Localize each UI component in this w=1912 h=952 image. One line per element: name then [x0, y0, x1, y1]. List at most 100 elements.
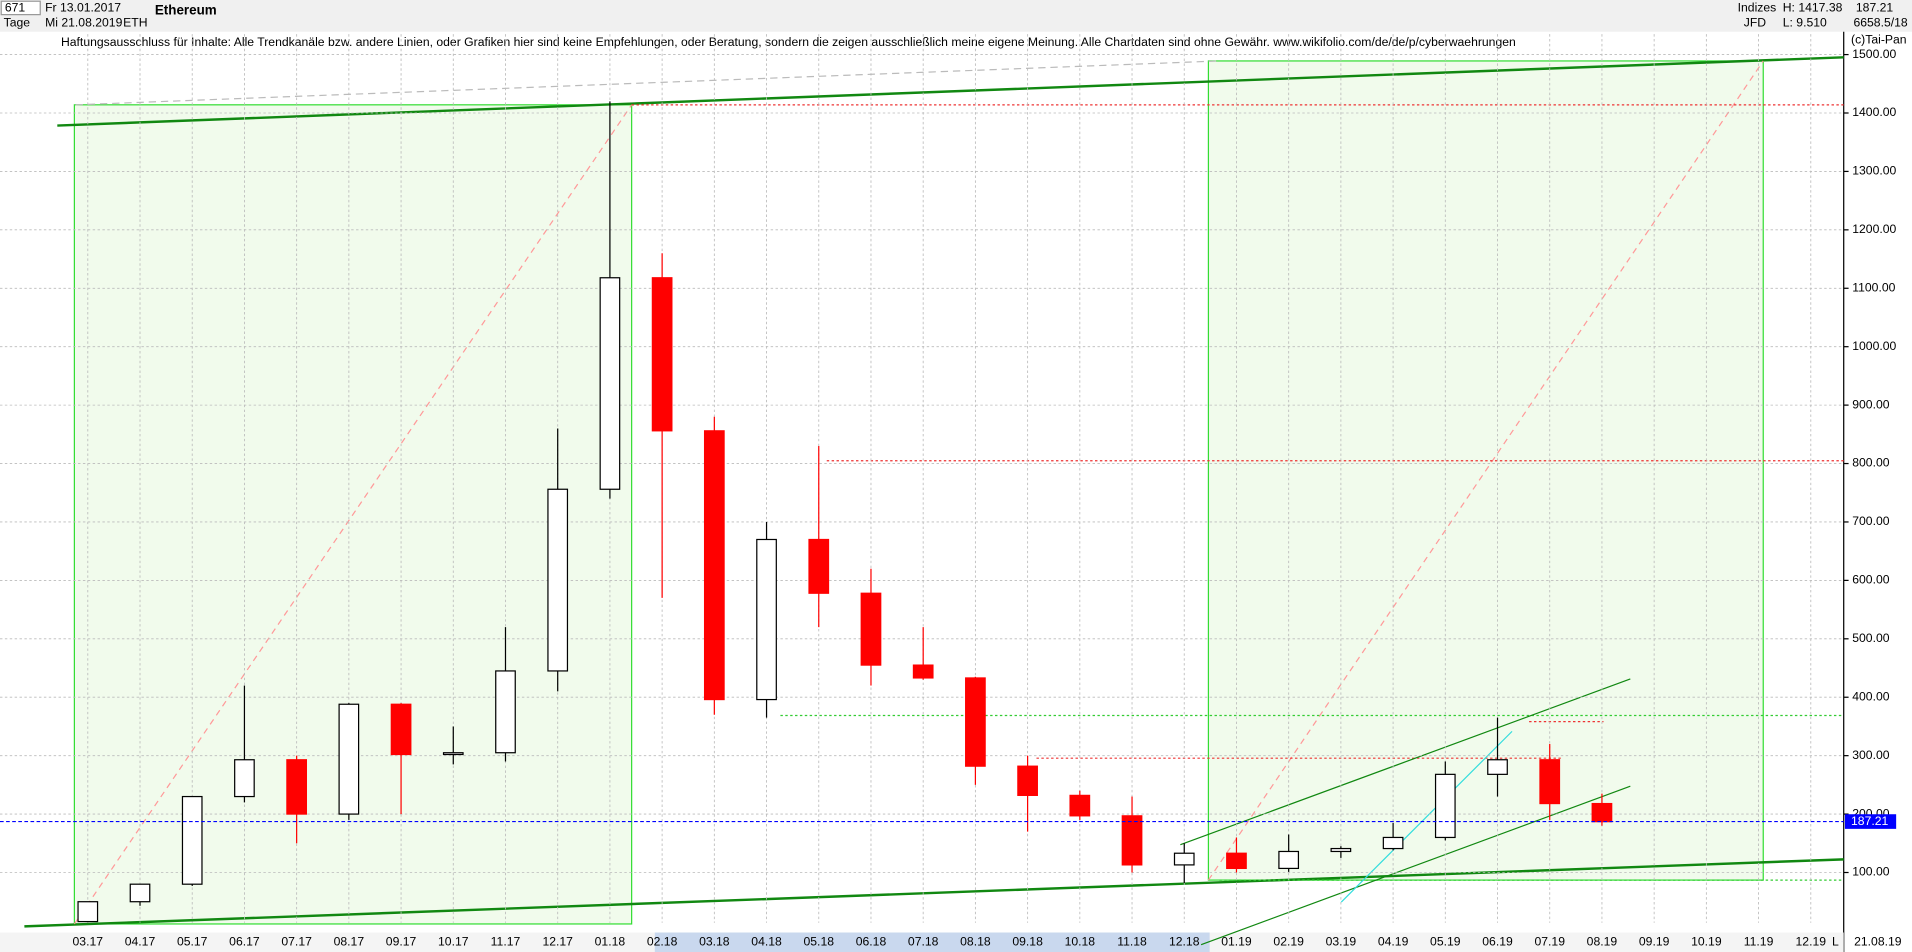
trend-line [24, 858, 1844, 928]
start-date: Fr 13.01.2017 [45, 1, 121, 15]
y-tick-label: 1400.00 [1852, 105, 1896, 119]
last: 187.21 [1856, 1, 1894, 15]
candle-body [495, 670, 516, 754]
y-tick-label: 600.00 [1852, 573, 1890, 587]
end-date: Mi 21.08.2019 [45, 15, 122, 29]
x-tick-label: 01.19 [1221, 934, 1252, 948]
x-tick-label: 08.18 [960, 934, 991, 948]
plot: 100.00200.00300.00400.00500.00600.00700.… [0, 34, 1897, 948]
candle-body [1434, 773, 1456, 839]
x-tick-label: 11.17 [491, 934, 521, 948]
x-tick-label: 05.19 [1430, 934, 1461, 948]
y-tick-label: 1500.00 [1852, 47, 1896, 61]
candle-body [703, 430, 725, 701]
candle-body [651, 277, 673, 432]
x-tick-label: 04.17 [125, 934, 156, 948]
count[interactable]: 671 [5, 1, 26, 15]
x-tick-label: 03.18 [699, 934, 730, 948]
candle-body [1278, 850, 1300, 870]
x-tick-label: 03.17 [73, 934, 104, 948]
x-tick-label: 04.19 [1378, 934, 1409, 948]
x-tick-label: 11.19 [1744, 934, 1774, 948]
y-tick-label: 1000.00 [1852, 339, 1896, 353]
y-tick-label: 500.00 [1852, 631, 1890, 645]
candle-body [286, 759, 308, 815]
candle-body [1069, 794, 1091, 817]
low: L: 9.510 [1783, 15, 1827, 29]
x-tick-label: 07.17 [281, 934, 312, 948]
candle-body [234, 759, 255, 798]
x-tick-label: 02.19 [1273, 934, 1304, 948]
x-tick-label: 12.18 [1169, 934, 1200, 948]
x-tick-label: 09.19 [1639, 934, 1670, 948]
y-tick-label: 100.00 [1852, 865, 1890, 879]
candle-body [77, 901, 99, 923]
x-tick-label: 04.18 [751, 934, 782, 948]
candle-body [1539, 759, 1561, 805]
candle-body [1173, 852, 1195, 866]
y-tick-label: 1100.00 [1852, 280, 1895, 294]
symbol: ETH [123, 15, 147, 29]
high: H: 1417.38 [1783, 1, 1843, 15]
candle-body [442, 752, 464, 756]
x-tick-label: 09.17 [386, 934, 417, 948]
x-tick-label: 12.19 [1796, 934, 1827, 948]
guide [75, 60, 1220, 106]
x-tick-label: 11.18 [1117, 934, 1147, 948]
candle-body [1017, 765, 1038, 796]
candle-body [1487, 759, 1508, 775]
x-axis-highlight [654, 932, 1210, 952]
candle-body [1330, 847, 1352, 853]
x-tick-label: 01.18 [595, 934, 626, 948]
x-tick-label: 06.19 [1482, 934, 1513, 948]
candle-body [599, 277, 621, 490]
channel-line [1180, 678, 1631, 846]
x-tick-label: 02.18 [647, 934, 678, 948]
candle-body [912, 664, 934, 679]
exchange: JFD [1744, 15, 1767, 29]
candle-body [860, 592, 882, 666]
copyright: (c)Tai-Pan [1851, 32, 1907, 46]
x-tick-label: 09.18 [1012, 934, 1043, 948]
channel-line [1200, 785, 1631, 946]
candle-body [338, 703, 360, 815]
x-tick-label: 10.18 [1065, 934, 1096, 948]
x-tick-label: 06.18 [856, 934, 887, 948]
group: Indizes [1738, 1, 1777, 15]
x-tick-label: 06.17 [229, 934, 260, 948]
candle-body [808, 538, 830, 594]
disclaimer: Haftungsausschluss für Inhalte: Alle Tre… [61, 35, 1516, 49]
last-price-box [1844, 814, 1897, 829]
candle-body [1226, 852, 1247, 870]
x-tick-label: 08.17 [334, 934, 365, 948]
axis-scale[interactable]: L [1832, 934, 1839, 948]
candle-body [181, 795, 203, 885]
candle-body [1121, 815, 1143, 866]
y-tick-label: 800.00 [1852, 456, 1890, 470]
diagonal [73, 104, 633, 925]
count-box[interactable] [0, 0, 41, 16]
y-tick-label: 900.00 [1852, 397, 1890, 411]
x-tick-label: 05.17 [177, 934, 208, 948]
x-tick-label: 08.19 [1587, 934, 1618, 948]
x-tick-label: 03.19 [1326, 934, 1357, 948]
candle-body [1591, 802, 1613, 823]
x-tick-label: 07.19 [1534, 934, 1565, 948]
diagonal [1207, 60, 1764, 881]
candle-body [1382, 836, 1404, 850]
chart-title: Ethereum [155, 3, 217, 18]
y-tick-label: 400.00 [1852, 689, 1890, 703]
x-tick-label: 12.17 [542, 934, 573, 948]
candle-body [965, 677, 986, 767]
candle-body [390, 703, 412, 756]
x-tick-label: 10.17 [438, 934, 469, 948]
annotations [24, 56, 1844, 946]
candle-body [756, 538, 777, 701]
period[interactable]: Tage [4, 15, 31, 29]
last-price-label: 187.21 [1851, 814, 1889, 828]
volume: 6658.5/18 [1853, 15, 1907, 29]
channel-line [1340, 730, 1513, 903]
x-tick-label: 07.18 [908, 934, 939, 948]
